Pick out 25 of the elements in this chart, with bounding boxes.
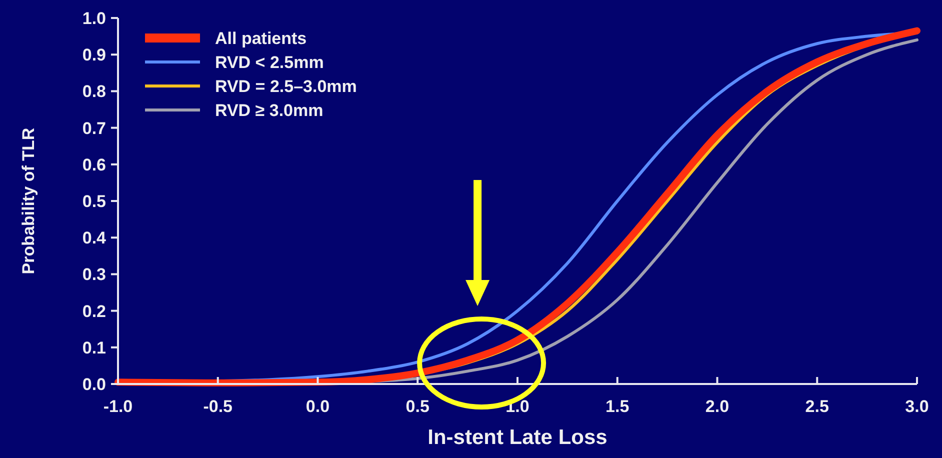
y-tick-label: 0.1 [82,338,106,358]
legend-label: RVD < 2.5mm [215,52,324,72]
legend-label: RVD = 2.5–3.0mm [215,76,357,96]
y-tick-label: 0.9 [82,46,106,65]
y-tick-label: 0.8 [82,82,106,102]
y-tick-label: 0.5 [82,192,106,211]
legend-label: RVD ≥ 3.0mm [215,100,324,120]
x-tick-label: -0.5 [203,397,233,416]
y-tick-label: 0.7 [82,118,106,138]
y-axis-title: Probability of TLR [19,128,38,274]
y-tick-label: 0.3 [82,265,106,284]
x-tick-label: 0.5 [406,397,430,416]
x-tick-label: 3.0 [905,397,929,416]
x-tick-label: 1.5 [606,397,630,416]
x-axis-title: In-stent Late Loss [428,426,608,449]
x-tick-label: -1.0 [103,397,133,416]
y-tick-label: 0.4 [82,228,107,248]
y-tick-label: 0.0 [82,374,106,394]
y-tick-label: 1.0 [82,8,106,28]
x-tick-label: 0.0 [306,397,330,416]
y-tick-label: 0.2 [82,302,106,321]
y-tick-label: 0.6 [82,155,106,174]
x-tick-label: 2.5 [805,397,829,416]
legend-label: All patients [215,28,307,48]
x-tick-label: 2.0 [705,397,730,416]
